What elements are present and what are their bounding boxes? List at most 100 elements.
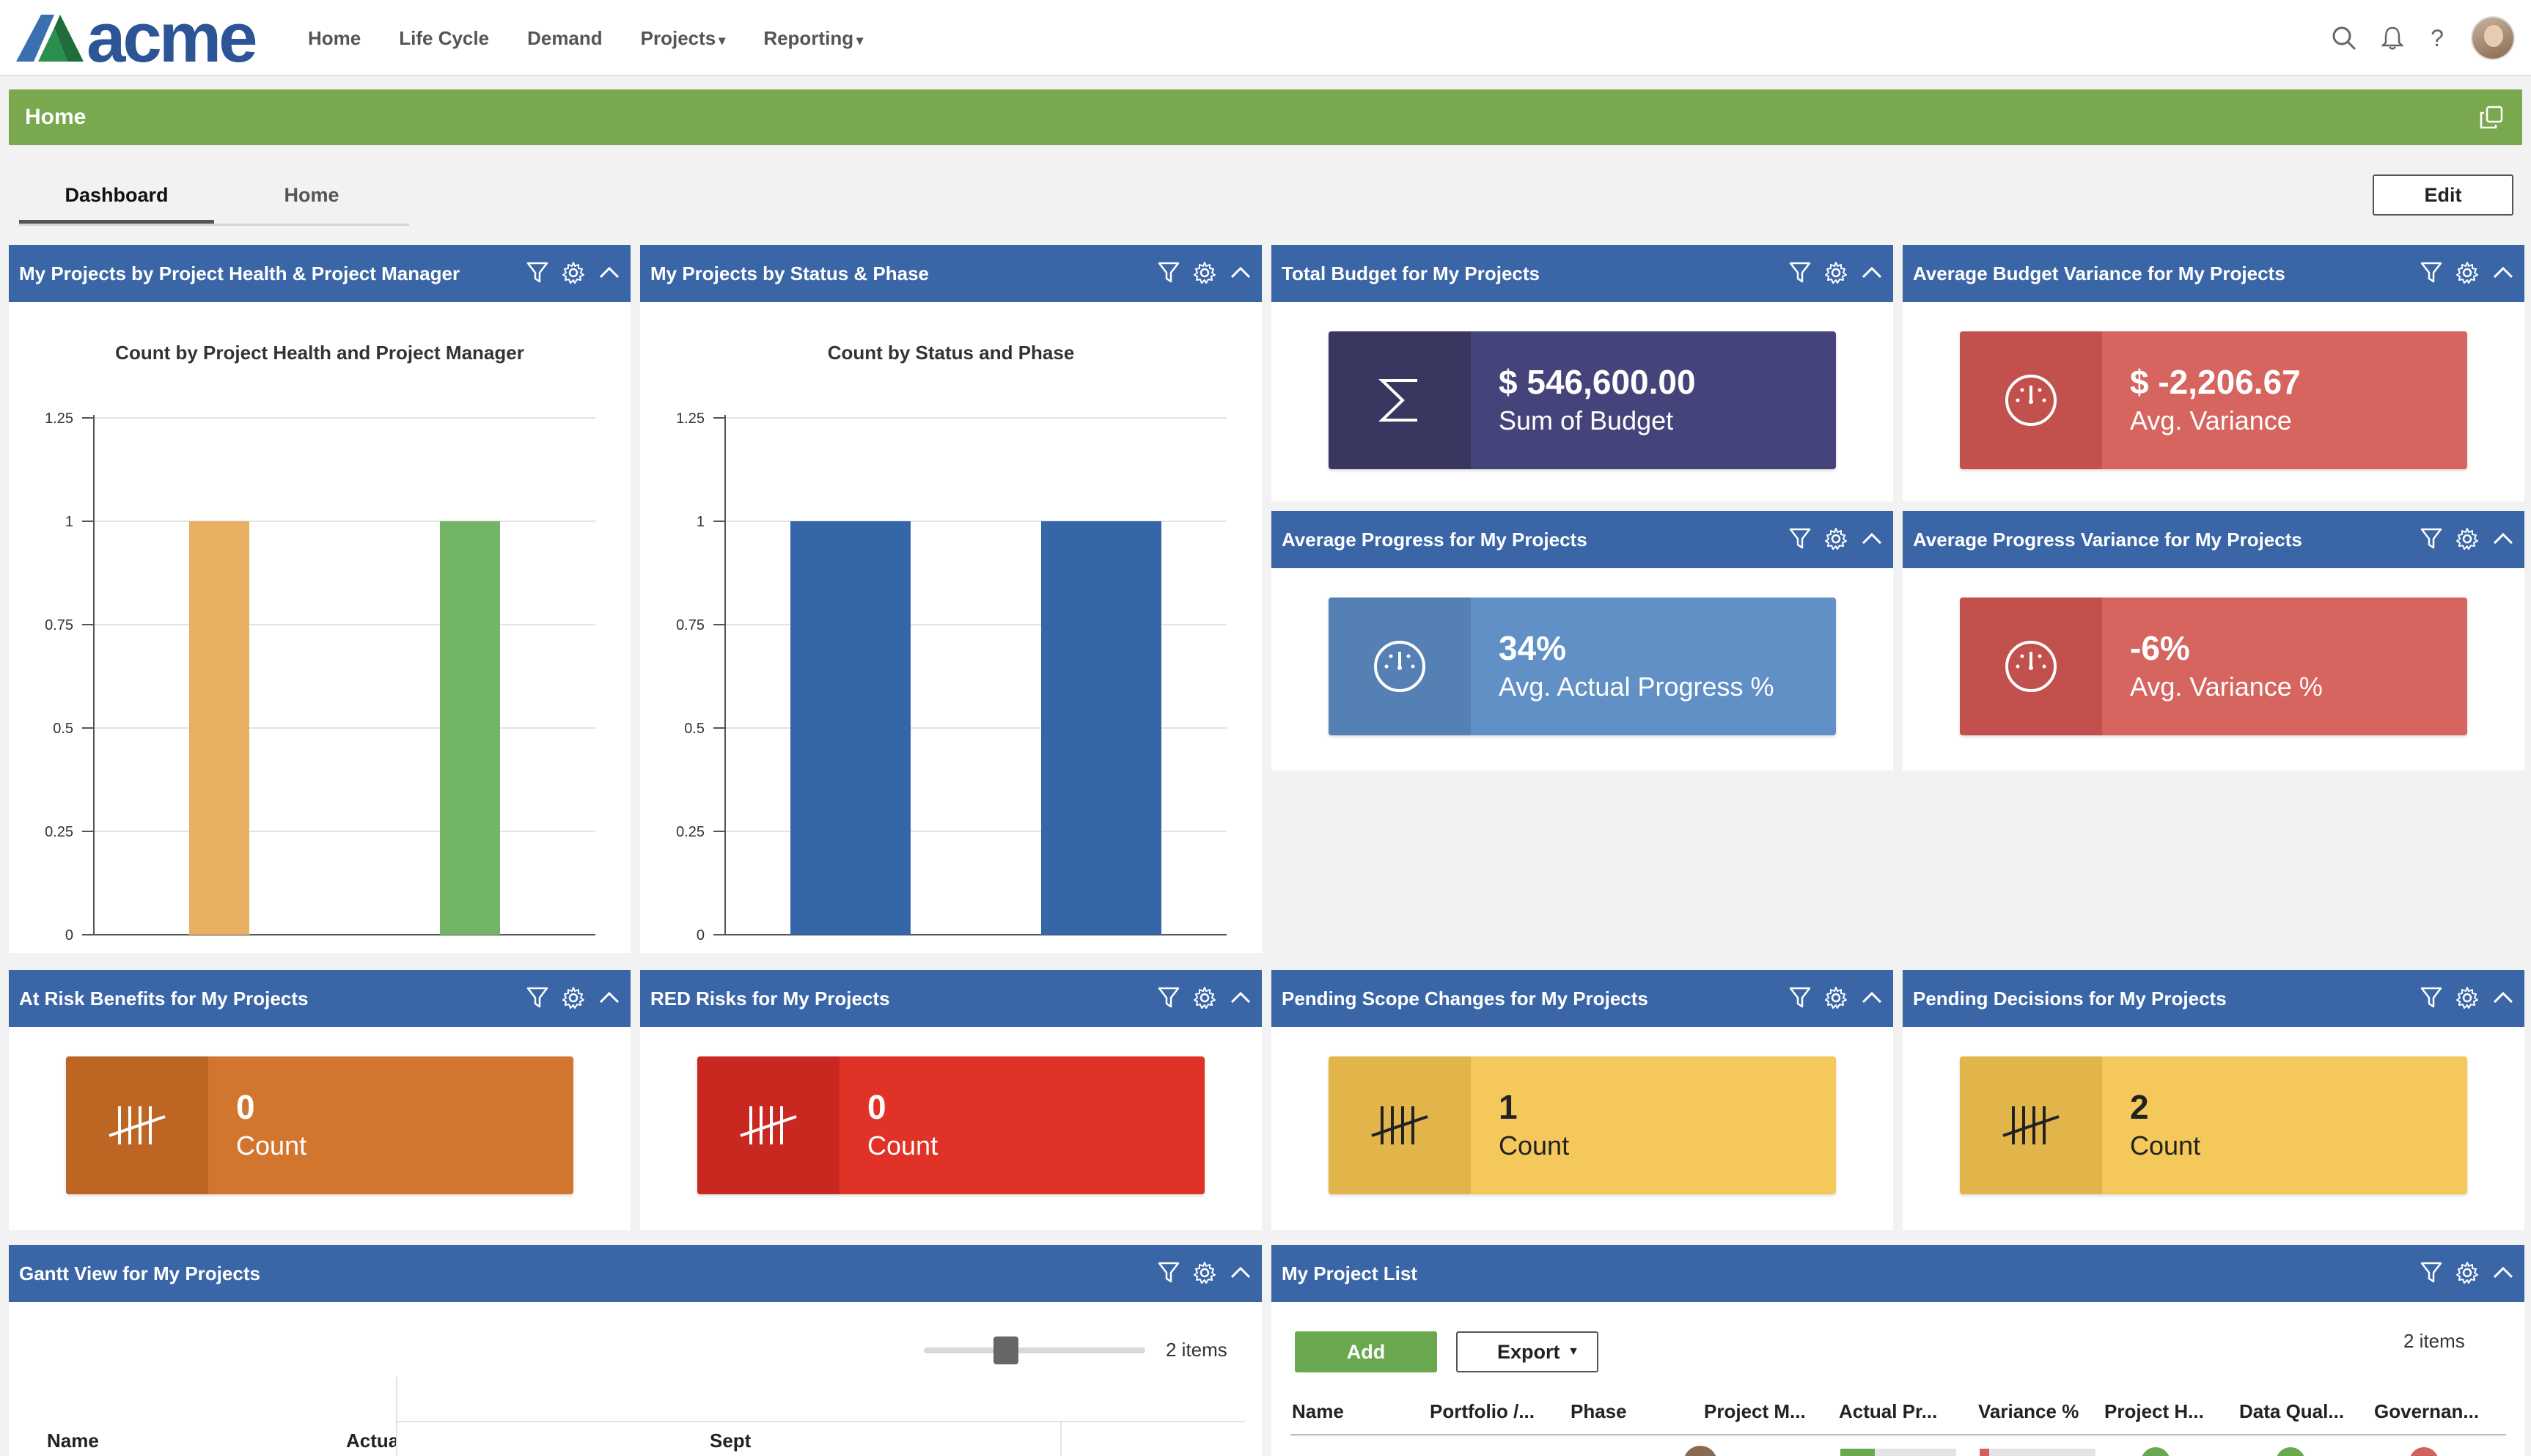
kpi-card-budget[interactable]: $ 546,600.00 Sum of Budget	[1329, 331, 1836, 469]
filter-icon[interactable]	[2420, 1261, 2442, 1288]
gear-icon[interactable]	[1824, 261, 1848, 288]
chevron-up-icon[interactable]	[1861, 262, 1883, 287]
panel-header: Total Budget for My Projects	[1271, 245, 1893, 302]
gear-icon[interactable]	[1824, 986, 1848, 1013]
kpi-card-budget-variance[interactable]: $ -2,206.67 Avg. Variance	[1960, 331, 2467, 469]
kpi-body: 2 Count	[2102, 1056, 2467, 1194]
panel-header: Average Budget Variance for My Projects	[1903, 245, 2524, 302]
kpi-card-progress-variance[interactable]: -6% Avg. Variance %	[1960, 598, 2467, 735]
gear-icon[interactable]	[1193, 986, 1216, 1013]
chevron-up-icon[interactable]	[1230, 262, 1252, 287]
gear-icon[interactable]	[1193, 261, 1216, 288]
kpi-body: $ -2,206.67 Avg. Variance	[2102, 331, 2467, 469]
search-icon[interactable]	[2332, 26, 2356, 51]
col-variance[interactable]: Variance %	[1978, 1400, 2079, 1422]
bar-amber	[189, 521, 249, 935]
col-project-manager[interactable]: Project M...	[1704, 1400, 1806, 1422]
bar-green	[440, 521, 500, 935]
filter-icon[interactable]	[1789, 527, 1811, 554]
filter-icon[interactable]	[1158, 1261, 1180, 1288]
chevron-up-icon[interactable]	[1861, 987, 1883, 1012]
nav-utilities: ?	[2332, 0, 2515, 76]
chevron-up-icon[interactable]	[598, 987, 620, 1012]
nav-home[interactable]: Home	[308, 26, 361, 49]
kpi-card-progress[interactable]: 34% Avg. Actual Progress %	[1329, 598, 1836, 735]
filter-icon[interactable]	[1789, 261, 1811, 288]
tab-home[interactable]: Home	[284, 184, 339, 206]
col-project-health[interactable]: Project H...	[2104, 1400, 2204, 1422]
panel-tools	[1789, 527, 1883, 554]
filter-icon[interactable]	[526, 986, 548, 1013]
add-button[interactable]: Add	[1295, 1331, 1437, 1372]
acme-logo[interactable]: acme	[16, 0, 258, 77]
gauge-icon	[1329, 598, 1471, 735]
kpi-card-decisions[interactable]: 2 Count	[1960, 1056, 2467, 1194]
zoom-slider-track[interactable]	[924, 1347, 1145, 1353]
panel-title: Average Progress Variance for My Project…	[1913, 529, 2302, 551]
gear-icon[interactable]	[2455, 261, 2479, 288]
zoom-slider-handle[interactable]	[993, 1336, 1018, 1364]
y-tick-label: 0	[697, 927, 705, 944]
gear-icon[interactable]	[2455, 527, 2479, 554]
copy-icon[interactable]	[2480, 106, 2503, 129]
gear-icon[interactable]	[562, 986, 585, 1013]
panel-tools	[526, 261, 620, 288]
kpi-card-risks[interactable]: 0 Count	[697, 1056, 1205, 1194]
edit-button[interactable]: Edit	[2373, 174, 2513, 216]
gantt-col-actual[interactable]: Actua	[346, 1430, 396, 1452]
filter-icon[interactable]	[526, 261, 548, 288]
logo-text: acme	[87, 0, 258, 77]
kpi-card-benefits[interactable]: 0 Count	[66, 1056, 573, 1194]
gear-icon[interactable]	[2455, 1261, 2479, 1288]
kpi-label: Count	[1499, 1130, 1570, 1161]
gear-icon[interactable]	[562, 261, 585, 288]
filter-icon[interactable]	[1158, 986, 1180, 1013]
panel-header: At Risk Benefits for My Projects	[9, 970, 631, 1027]
gear-icon[interactable]	[2455, 986, 2479, 1013]
chevron-up-icon[interactable]	[2492, 262, 2514, 287]
col-data-quality[interactable]: Data Qual...	[2239, 1400, 2345, 1422]
panel-tools	[2420, 1261, 2514, 1288]
gantt-col-name[interactable]: Name	[47, 1430, 99, 1452]
nav-reporting[interactable]: Reporting ▾	[763, 27, 863, 50]
kpi-card-scope[interactable]: 1 Count	[1329, 1056, 1836, 1194]
col-phase[interactable]: Phase	[1571, 1400, 1627, 1422]
panel-tools	[2420, 986, 2514, 1013]
help-icon[interactable]: ?	[2428, 26, 2446, 51]
gantt-header-line	[397, 1421, 1245, 1422]
chevron-up-icon[interactable]	[2492, 1262, 2514, 1287]
y-tick-label: 0.25	[676, 824, 705, 840]
filter-icon[interactable]	[2420, 986, 2442, 1013]
col-actual-progress[interactable]: Actual Pr...	[1839, 1400, 1938, 1422]
col-name[interactable]: Name	[1292, 1400, 1344, 1422]
nav-demand[interactable]: Demand	[527, 26, 603, 49]
panel-header: Pending Decisions for My Projects	[1903, 970, 2524, 1027]
panel-status-phase: My Projects by Status & Phase Count by S…	[640, 245, 1262, 953]
bell-icon[interactable]	[2381, 26, 2403, 51]
chevron-up-icon[interactable]	[2492, 987, 2514, 1012]
filter-icon[interactable]	[2420, 261, 2442, 288]
nav-life-cycle[interactable]: Life Cycle	[399, 26, 490, 49]
filter-icon[interactable]	[1789, 986, 1811, 1013]
tab-dashboard[interactable]: Dashboard	[19, 176, 214, 224]
chevron-up-icon[interactable]	[1861, 528, 1883, 554]
chevron-up-icon[interactable]	[2492, 528, 2514, 554]
filter-icon[interactable]	[1158, 261, 1180, 288]
export-button[interactable]: Export ▼	[1456, 1331, 1598, 1372]
chevron-up-icon[interactable]	[1230, 1262, 1252, 1287]
filter-icon[interactable]	[2420, 527, 2442, 554]
col-portfolio[interactable]: Portfolio /...	[1430, 1400, 1535, 1422]
gear-icon[interactable]	[1193, 1261, 1216, 1288]
gear-icon[interactable]	[1824, 527, 1848, 554]
col-governance[interactable]: Governan...	[2374, 1400, 2480, 1422]
nav-projects[interactable]: Projects ▾	[641, 27, 726, 50]
tally-icon	[697, 1056, 840, 1194]
chevron-down-icon: ▼	[1568, 1345, 1579, 1358]
tally-icon	[1960, 1056, 2102, 1194]
avatar[interactable]	[2471, 16, 2515, 60]
chevron-up-icon[interactable]	[598, 262, 620, 287]
table-header-divider	[1290, 1434, 2506, 1435]
chevron-up-icon[interactable]	[1230, 987, 1252, 1012]
kpi-label: Avg. Variance	[2130, 405, 2292, 435]
